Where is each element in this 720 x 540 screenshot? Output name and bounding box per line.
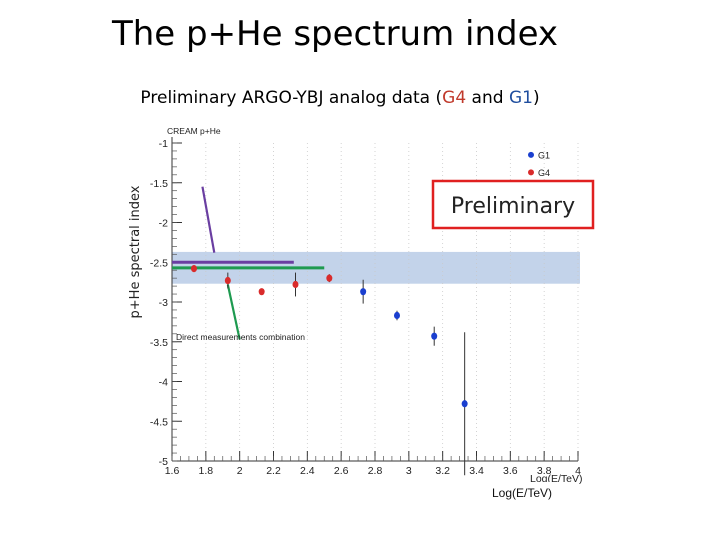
legend-marker-g1 (528, 151, 534, 158)
data-point-g4 (292, 280, 299, 289)
y-tick-label: -1.5 (150, 178, 168, 190)
x-tick-label: 2 (237, 465, 243, 477)
x-tick-label: 2.8 (368, 465, 383, 477)
cream-label: CREAM p+He (167, 126, 221, 136)
data-point-g4 (190, 265, 197, 273)
subtitle-suffix: ) (532, 88, 540, 108)
y-axis-title: p+He spectral index (128, 185, 143, 318)
x-tick-label: 2.4 (300, 465, 315, 477)
legend-marker-g4 (528, 169, 534, 176)
x-tick-label: 4 (575, 465, 581, 477)
x-tick-label: 3.8 (537, 465, 552, 477)
y-tick-label: -3 (159, 297, 168, 309)
y-tick-label: -4 (159, 377, 168, 389)
purple-pointer-line (201, 186, 216, 253)
legend-label-g4: G4 (538, 168, 550, 178)
direct-measurements-label: Direct measurements combination (176, 332, 305, 342)
subtitle-g4: G4 (442, 88, 467, 108)
x-tick-label: 3 (406, 465, 412, 477)
x-tick-label: 3.2 (435, 465, 450, 477)
y-tick-label: -4.5 (150, 416, 168, 428)
data-point-g1 (431, 332, 438, 340)
preliminary-box (431, 179, 595, 230)
slide-subtitle: Preliminary ARGO-YBJ analog data (G4 and… (0, 88, 680, 108)
data-point-g4 (258, 288, 265, 296)
data-point-g1 (393, 311, 400, 320)
x-title-backdrop (486, 482, 556, 502)
subtitle-and: and (466, 88, 509, 108)
subtitle-prefix: Preliminary ARGO-YBJ analog data ( (140, 88, 443, 108)
legend-label-g1: G1 (538, 150, 550, 160)
data-point-g1 (360, 288, 367, 296)
data-point-g1 (461, 400, 468, 408)
green-pointer-line (226, 284, 241, 340)
x-tick-label: 1.8 (199, 465, 214, 477)
y-tick-label: -3.5 (150, 337, 168, 349)
y-tick-label: -2.5 (150, 257, 168, 269)
x-tick-label: 1.6 (165, 465, 180, 477)
y-tick-label: -2 (159, 218, 168, 230)
subtitle-g1: G1 (508, 88, 533, 108)
y-tick-label: -5 (159, 456, 168, 468)
x-tick-label: 3.4 (469, 465, 484, 477)
x-tick-label: 2.2 (266, 465, 281, 477)
y-tick-label: -1 (159, 138, 168, 150)
slide-title: The p+He spectrum index (111, 14, 559, 54)
data-point-g4 (326, 274, 333, 282)
preliminary-label: Preliminary (451, 194, 575, 219)
x-tick-label: 2.6 (334, 465, 349, 477)
x-axis-title: Log(E/TeV) (492, 486, 552, 500)
x-tick-label: 3.6 (503, 465, 518, 477)
data-point-g4 (224, 276, 231, 285)
